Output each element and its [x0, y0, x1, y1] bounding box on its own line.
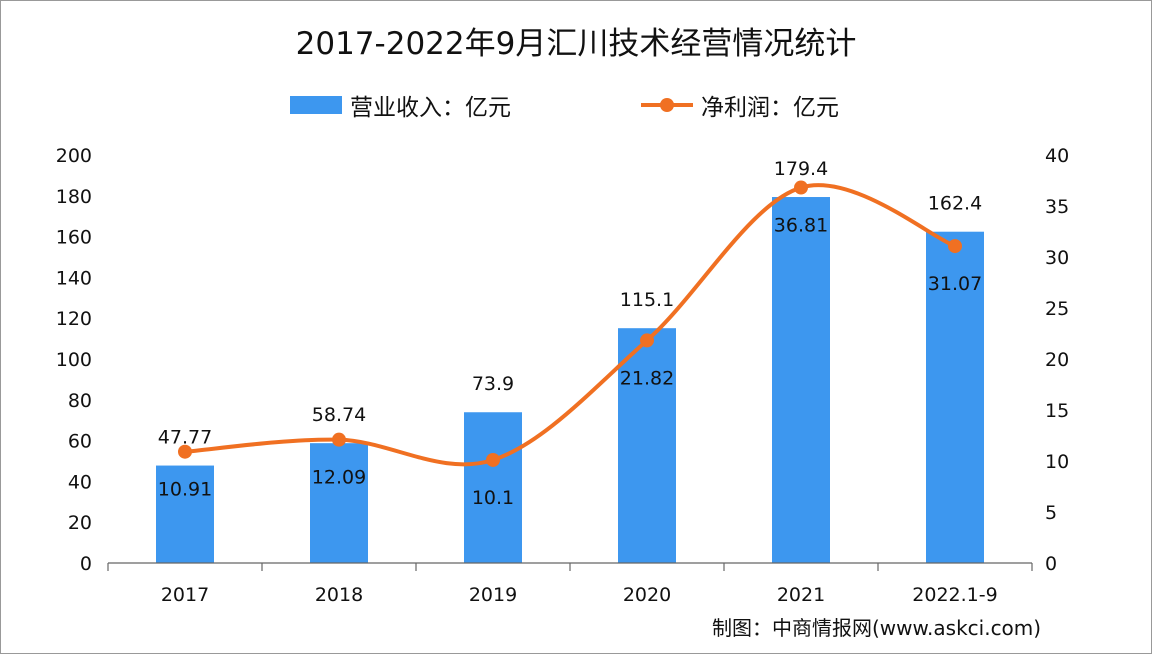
left-tick-label: 140 — [56, 267, 92, 289]
revenue-bar — [464, 412, 522, 563]
profit-data-label: 12.09 — [312, 467, 366, 489]
chart-title: 2017-2022年9月汇川技术经营情况统计 — [295, 26, 857, 62]
profit-point — [486, 452, 500, 467]
right-tick-label: 0 — [1045, 553, 1057, 575]
profit-point — [178, 444, 192, 459]
right-tick-label: 15 — [1045, 400, 1069, 422]
revenue-bar — [772, 197, 830, 564]
left-tick-label: 0 — [80, 553, 92, 575]
right-tick-label: 40 — [1045, 145, 1069, 167]
right-tick-label: 10 — [1045, 451, 1069, 473]
right-tick-label: 5 — [1045, 502, 1057, 524]
profit-data-label: 36.81 — [774, 215, 828, 237]
legend-profit: 净利润：亿元 — [701, 95, 839, 121]
revenue-data-label: 162.4 — [928, 193, 982, 215]
left-tick-label: 60 — [68, 431, 92, 453]
legend-bar-swatch — [290, 96, 342, 114]
profit-line — [184, 183, 956, 467]
left-tick-label: 20 — [68, 512, 92, 534]
revenue-data-label: 115.1 — [620, 289, 674, 311]
x-tick-label: 2021 — [777, 584, 825, 606]
legend: 营业收入：亿元 净利润：亿元 — [290, 88, 839, 122]
revenue-bar — [156, 465, 214, 563]
x-tick-label: 2020 — [623, 584, 671, 606]
profit-data-label: 31.07 — [928, 273, 982, 295]
x-tick-label: 2022.1-9 — [912, 584, 997, 606]
profit-data-label: 21.82 — [620, 367, 674, 389]
profit-point — [640, 333, 654, 348]
left-tick-label: 40 — [68, 471, 92, 493]
left-tick-label: 120 — [56, 308, 92, 330]
revenue-bar — [310, 443, 368, 563]
left-tick-label: 200 — [56, 145, 92, 167]
left-tick-label: 160 — [56, 227, 92, 249]
legend-revenue: 营业收入：亿元 — [350, 95, 511, 121]
x-tick-label: 2018 — [315, 584, 363, 606]
profit-point — [794, 180, 808, 195]
revenue-data-label: 47.77 — [158, 427, 212, 449]
profit-data-label: 10.91 — [158, 479, 212, 501]
profit-point — [332, 432, 346, 447]
right-tick-label: 30 — [1045, 247, 1069, 269]
left-tick-label: 80 — [68, 390, 92, 412]
x-tick-label: 2017 — [161, 584, 209, 606]
revenue-bar — [618, 328, 676, 563]
right-tick-label: 20 — [1045, 349, 1069, 371]
revenue-bar — [926, 231, 984, 564]
right-tick-label: 35 — [1045, 196, 1069, 218]
source-note: 制图：中商情报网(www.askci.com) — [712, 616, 1042, 640]
right-tick-label: 25 — [1045, 298, 1069, 320]
revenue-data-label: 58.74 — [312, 404, 366, 426]
profit-data-label: 10.1 — [472, 487, 514, 509]
revenue-data-label: 73.9 — [472, 373, 514, 395]
left-tick-label: 180 — [56, 186, 92, 208]
revenue-data-label: 179.4 — [774, 158, 828, 180]
profit-point — [948, 239, 962, 254]
x-tick-label: 2019 — [469, 584, 517, 606]
left-tick-label: 100 — [56, 349, 92, 371]
legend-line-swatch — [641, 98, 693, 112]
